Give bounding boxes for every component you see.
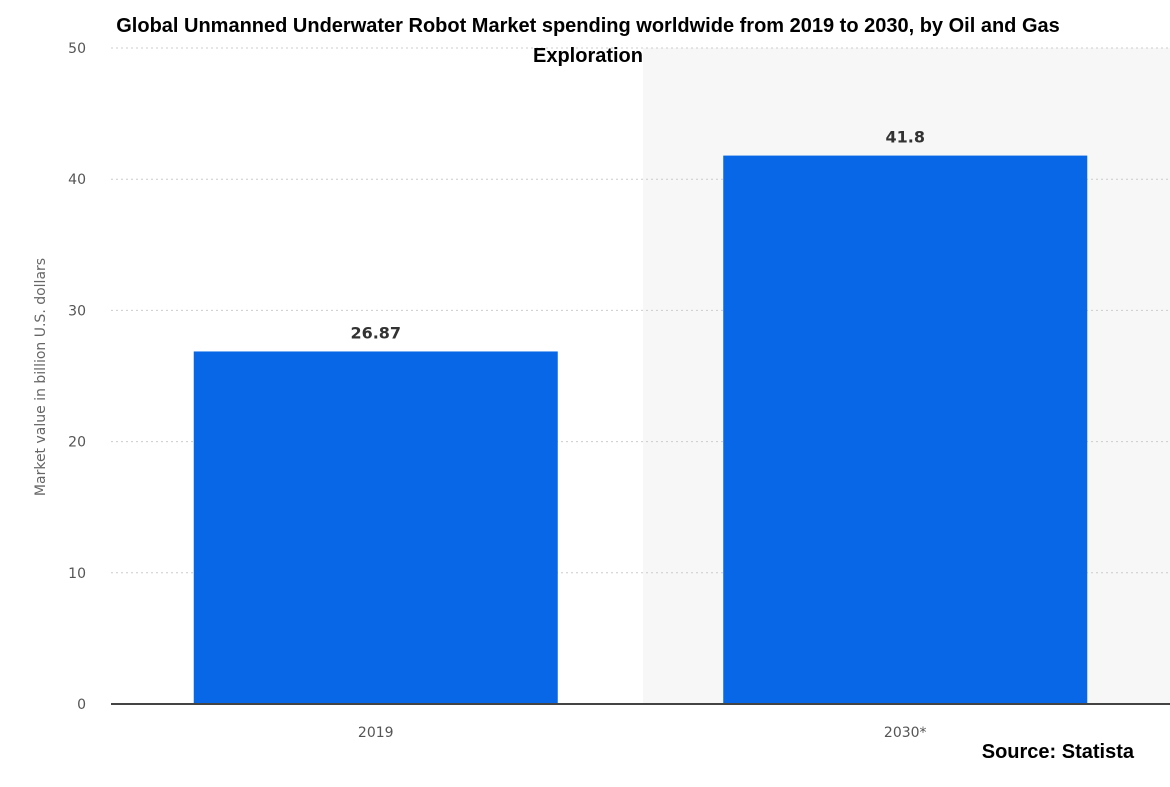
data-label: 26.87 xyxy=(350,323,401,342)
bars: 26.87 41.8 xyxy=(193,128,1088,705)
x-axis-ticks: 2019 2030* xyxy=(358,725,927,741)
y-tick-label: 10 xyxy=(68,566,86,582)
y-tick-label: 0 xyxy=(77,697,86,713)
y-axis-label: Market value in billion U.S. dollars xyxy=(33,258,49,496)
y-tick-label: 30 xyxy=(68,303,86,319)
data-label: 41.8 xyxy=(886,128,925,147)
bar-2019 xyxy=(193,351,558,704)
y-tick-label: 40 xyxy=(68,172,86,188)
y-axis-ticks: 0 10 20 30 40 50 xyxy=(68,41,86,713)
x-tick-label: 2019 xyxy=(358,725,394,741)
x-tick-label: 2030* xyxy=(884,725,927,741)
bar-2030 xyxy=(723,155,1088,705)
source-note: Source: Statista xyxy=(982,741,1135,763)
y-tick-label: 50 xyxy=(68,41,86,57)
chart-title-line-1: Global Unmanned Underwater Robot Market … xyxy=(116,15,1060,37)
chart-title-line-2: Exploration xyxy=(533,45,643,67)
y-tick-label: 20 xyxy=(68,435,86,451)
